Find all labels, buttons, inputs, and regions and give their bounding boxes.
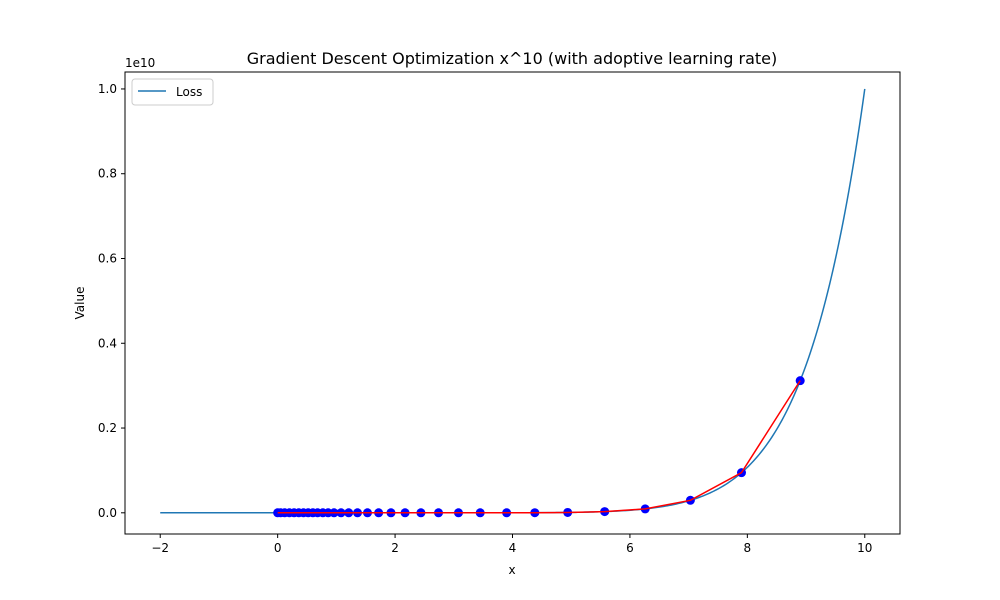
x-tick-label: 0: [274, 541, 282, 555]
y-axis-label: Value: [73, 287, 87, 320]
y-tick-label: 1.0: [98, 82, 117, 96]
descent-path-layer: [273, 376, 805, 518]
y-tick-label: 0.2: [98, 421, 117, 435]
chart-title: Gradient Descent Optimization x^10 (with…: [247, 49, 778, 68]
x-axis-label: x: [508, 563, 515, 577]
plot-area: [125, 72, 900, 534]
y-tick-label: 0.8: [98, 167, 117, 181]
y-axis: 0.0 0.2 0.4 0.6 0.8 1.0: [98, 82, 125, 520]
x-tick-label: −2: [151, 541, 169, 555]
y-tick-label: 0.4: [98, 336, 117, 350]
x-tick-label: 8: [744, 541, 752, 555]
y-tick-label: 0.6: [98, 251, 117, 265]
legend: Loss: [131, 78, 214, 106]
y-offset-label: 1e10: [125, 56, 155, 70]
x-tick-label: 4: [509, 541, 517, 555]
x-tick-label: 6: [626, 541, 634, 555]
x-tick-label: 2: [391, 541, 399, 555]
x-axis: −2 0 2 4 6 8 10: [151, 534, 872, 555]
descent-path-line: [277, 380, 801, 514]
y-tick-label: 0.0: [98, 506, 117, 520]
x-tick-label: 10: [857, 541, 872, 555]
legend-label-loss: Loss: [176, 85, 202, 99]
legend-box: [131, 78, 214, 106]
